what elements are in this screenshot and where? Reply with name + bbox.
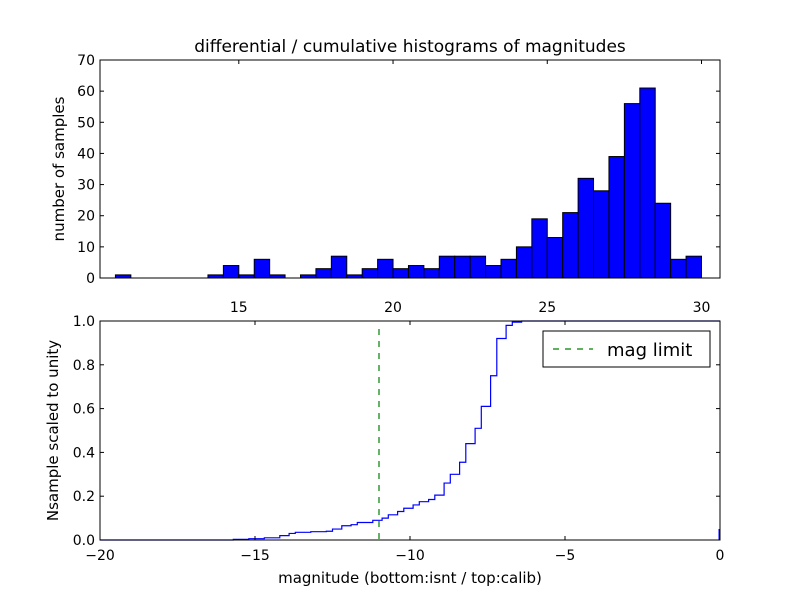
histogram-bar (608, 156, 625, 279)
legend: mag limit (542, 330, 711, 368)
cumulative-ticks: 0.0 0.2 0.4 0.6 0.8 1.0 −20 −15 −10 −5 0 (73, 314, 725, 564)
y-tick-label: 10 (77, 240, 95, 256)
y-tick-label: 30 (77, 178, 95, 194)
histogram-ticks: 0 10 20 30 40 50 60 70 15 20 25 30 (77, 53, 720, 316)
x-tick-label: 25 (538, 300, 556, 316)
y-tick-label: 20 (77, 209, 95, 225)
histogram-bar (438, 255, 456, 279)
y-axis-label: number of samples (50, 96, 68, 241)
histogram-bar (361, 268, 379, 279)
y-axis-label: Nsample scaled to unity (44, 340, 62, 521)
y-tick-label: 70 (77, 53, 95, 69)
y-tick-label: 0 (86, 271, 95, 287)
y-tick-label: 0.4 (73, 445, 95, 461)
histogram-bar (531, 218, 548, 279)
histogram-bar (685, 255, 702, 279)
y-tick-label: 1.0 (73, 314, 95, 330)
y-tick-label: 0.2 (73, 489, 95, 505)
cumulative-series (100, 320, 720, 541)
histogram-bar (546, 237, 564, 279)
histogram-bar (562, 212, 579, 279)
x-axis-label: magnitude (bottom:isnt / top:calib) (278, 569, 542, 587)
histogram-plot-frame (99, 59, 721, 279)
x-tick-label: 20 (384, 300, 402, 316)
x-tick-label: −5 (555, 548, 576, 564)
histogram-bar (500, 258, 517, 279)
x-tick-label: 15 (230, 300, 248, 316)
y-tick-label: 0.8 (73, 358, 95, 374)
legend-label-mag-limit: mag limit (607, 340, 692, 361)
histogram-bar (377, 258, 394, 279)
histogram-bar (670, 258, 687, 279)
histogram-bar (330, 255, 348, 279)
chart-title: differential / cumulative histograms of … (194, 37, 626, 57)
histogram-bar (392, 268, 409, 279)
histogram-bar (454, 255, 471, 279)
x-tick-label: −15 (240, 548, 270, 564)
x-tick-label: −10 (395, 548, 425, 564)
histogram-bar (639, 87, 656, 279)
x-tick-label: −20 (85, 548, 115, 564)
histogram-bar (315, 268, 332, 279)
histogram-bar (253, 258, 271, 279)
histogram-bar (515, 246, 533, 279)
y-tick-label: 60 (77, 84, 95, 100)
histogram-bar (623, 103, 641, 279)
histogram-bar (423, 268, 440, 279)
histogram-chart: differential / cumulative histograms of … (50, 37, 721, 316)
cumulative-plot-frame (99, 320, 721, 541)
histogram-bar (577, 177, 595, 279)
histogram-bar (654, 202, 672, 279)
y-tick-label: 50 (77, 115, 95, 131)
y-tick-label: 40 (77, 146, 95, 162)
cumulative-chart: magnitude (bottom:isnt / top:calib) Nsam… (44, 314, 724, 587)
histogram-bar (407, 265, 425, 279)
histogram-bar (485, 265, 502, 279)
histogram-bar (593, 190, 610, 279)
histogram-bar (222, 265, 240, 279)
x-tick-label: 0 (716, 548, 725, 564)
y-tick-label: 0.0 (73, 533, 95, 549)
y-tick-label: 0.6 (73, 402, 95, 418)
x-tick-label: 30 (693, 300, 711, 316)
histogram-bar (469, 255, 487, 279)
histogram-bars (114, 87, 702, 279)
cumulative-step-line (100, 320, 720, 541)
